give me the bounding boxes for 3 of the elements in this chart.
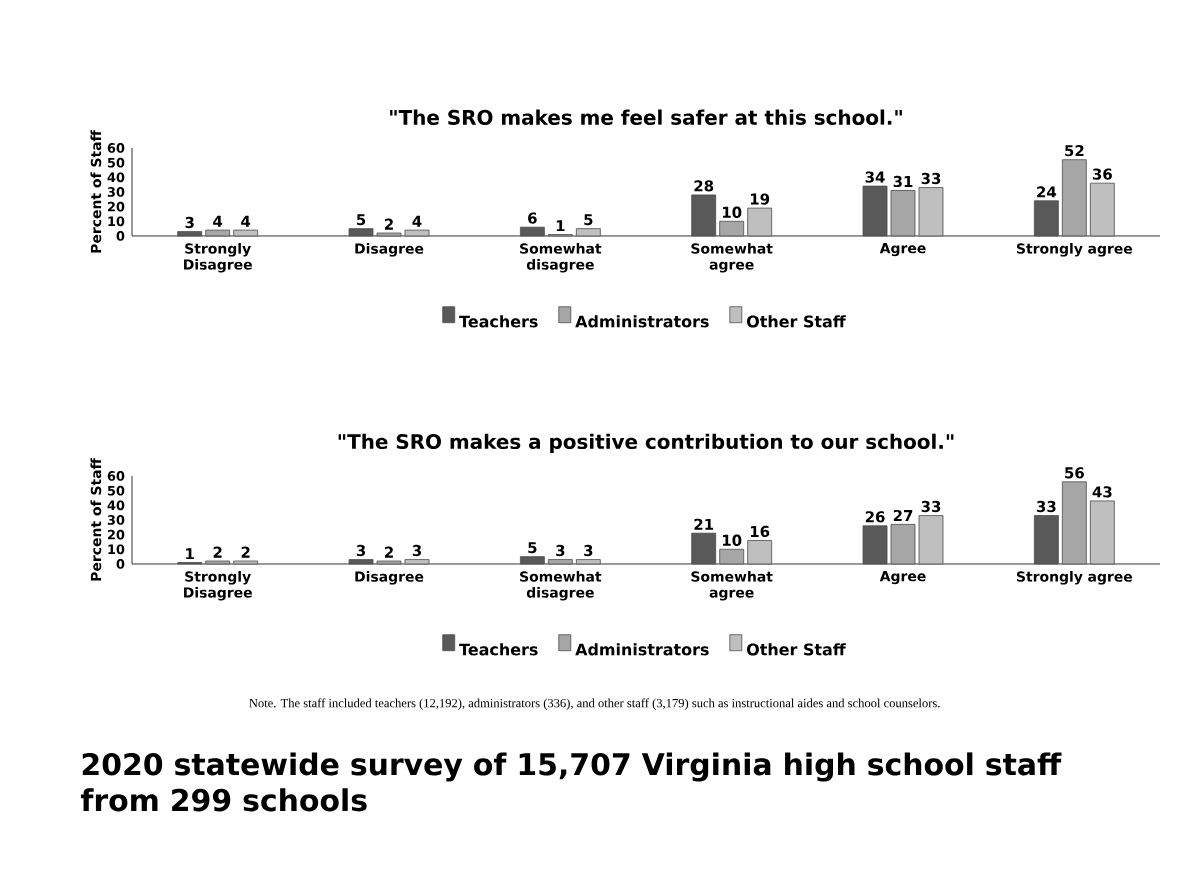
chart-title: "The SRO makes a positive contribution to our school." [338,433,954,453]
text: 2020 statewide survey of 15,707 Virginia high school staff from 299 schools [80,752,1062,812]
chart-title: "The SRO makes me feel safer at this school." [390,109,902,125]
